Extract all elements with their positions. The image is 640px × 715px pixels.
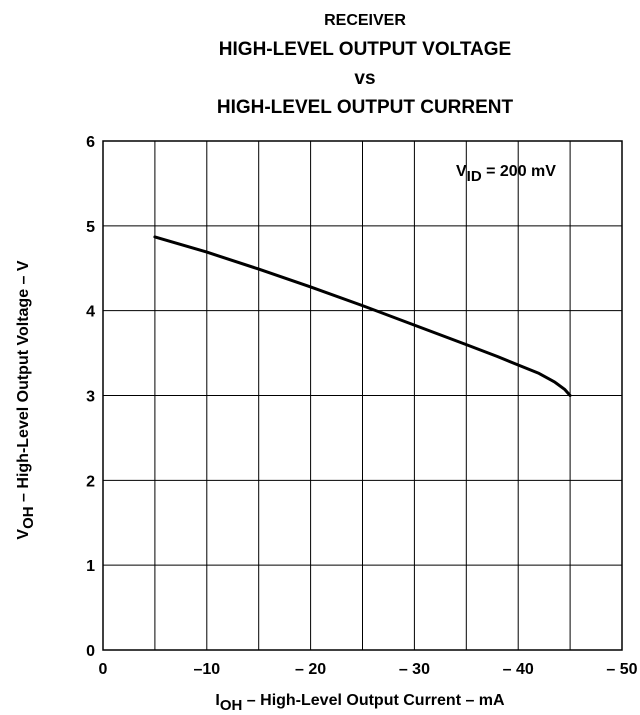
x-tick-label: – 40 bbox=[503, 661, 534, 678]
grid bbox=[102, 140, 623, 651]
y-axis-label-rest: – High-Level Output Voltage – V bbox=[15, 260, 32, 506]
title-line-2: HIGH-LEVEL OUTPUT VOLTAGE bbox=[219, 39, 511, 60]
title-line-3: vs bbox=[354, 68, 375, 89]
series bbox=[153, 235, 572, 397]
x-tick-label: – 20 bbox=[295, 661, 326, 678]
annotation-main: V bbox=[456, 163, 467, 180]
y-axis-label-main: V bbox=[15, 529, 32, 540]
x-axis-label-sub: OH bbox=[220, 697, 243, 714]
y-axis-label-sub: OH bbox=[20, 506, 37, 529]
chart-title: RECEIVER HIGH-LEVEL OUTPUT VOLTAGE vs HI… bbox=[217, 12, 514, 118]
x-axis-label: IOH – High-Level Output Current – mA bbox=[215, 692, 505, 714]
y-tick-label: 3 bbox=[86, 389, 95, 406]
annotation-rest: = 200 mV bbox=[482, 163, 557, 180]
annotation-sub: ID bbox=[467, 168, 482, 185]
series-line bbox=[153, 235, 572, 397]
y-tick-label: 0 bbox=[86, 643, 95, 660]
title-line-4: HIGH-LEVEL OUTPUT CURRENT bbox=[217, 97, 514, 118]
plot-frame bbox=[102, 140, 623, 651]
x-axis-label-main: I bbox=[215, 692, 219, 709]
y-tick-label: 4 bbox=[86, 304, 95, 321]
y-tick-label: 1 bbox=[86, 558, 95, 575]
y-tick-label: 5 bbox=[86, 219, 95, 236]
annotation-vid: VID = 200 mV bbox=[456, 163, 556, 185]
y-axis-label: VOH – High-Level Output Voltage – V bbox=[15, 260, 37, 539]
y-tick-label: 2 bbox=[86, 473, 95, 490]
x-tick-label: 0 bbox=[99, 661, 108, 678]
y-tick-label: 6 bbox=[86, 134, 95, 151]
x-axis-label-rest: – High-Level Output Current – mA bbox=[242, 692, 505, 709]
tick-labels: 0 –10 – 20 – 30 – 40 – 50 0 1 2 3 4 5 6 bbox=[86, 134, 638, 678]
x-tick-label: – 30 bbox=[399, 661, 430, 678]
title-line-1: RECEIVER bbox=[324, 12, 406, 29]
x-tick-label: –10 bbox=[193, 661, 220, 678]
x-tick-label: – 50 bbox=[606, 661, 637, 678]
